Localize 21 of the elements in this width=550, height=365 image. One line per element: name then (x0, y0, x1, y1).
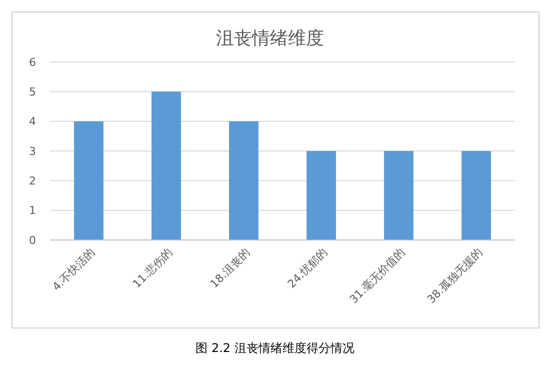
x-tick-label: 18.沮丧的 (208, 246, 253, 291)
y-tick-label: 4 (29, 115, 36, 128)
y-tick-label: 2 (29, 174, 36, 188)
x-tick-label: 31.毫无价值的 (347, 246, 408, 306)
bar (74, 121, 104, 240)
bar (384, 151, 414, 240)
bar (306, 151, 336, 240)
bar (229, 121, 258, 240)
x-tick-label: 38.孤独无援的 (424, 246, 486, 306)
y-tick-label: 6 (29, 56, 36, 69)
y-tick-label: 3 (29, 144, 36, 158)
bar (152, 92, 181, 240)
x-tick-label: 4.不快活的 (50, 246, 98, 294)
chart-title: 沮丧情绪维度 (216, 28, 324, 49)
y-tick-label: 5 (29, 86, 36, 99)
y-tick-label: 1 (29, 204, 36, 218)
bar (462, 151, 491, 240)
x-tick-label: 11.悲伤的 (130, 246, 176, 291)
caption: 图 2.2 沮丧情绪维度得分情况 (196, 341, 354, 355)
x-tick-label: 24.忧郁的 (285, 246, 330, 291)
y-tick-label: 0 (29, 234, 36, 247)
